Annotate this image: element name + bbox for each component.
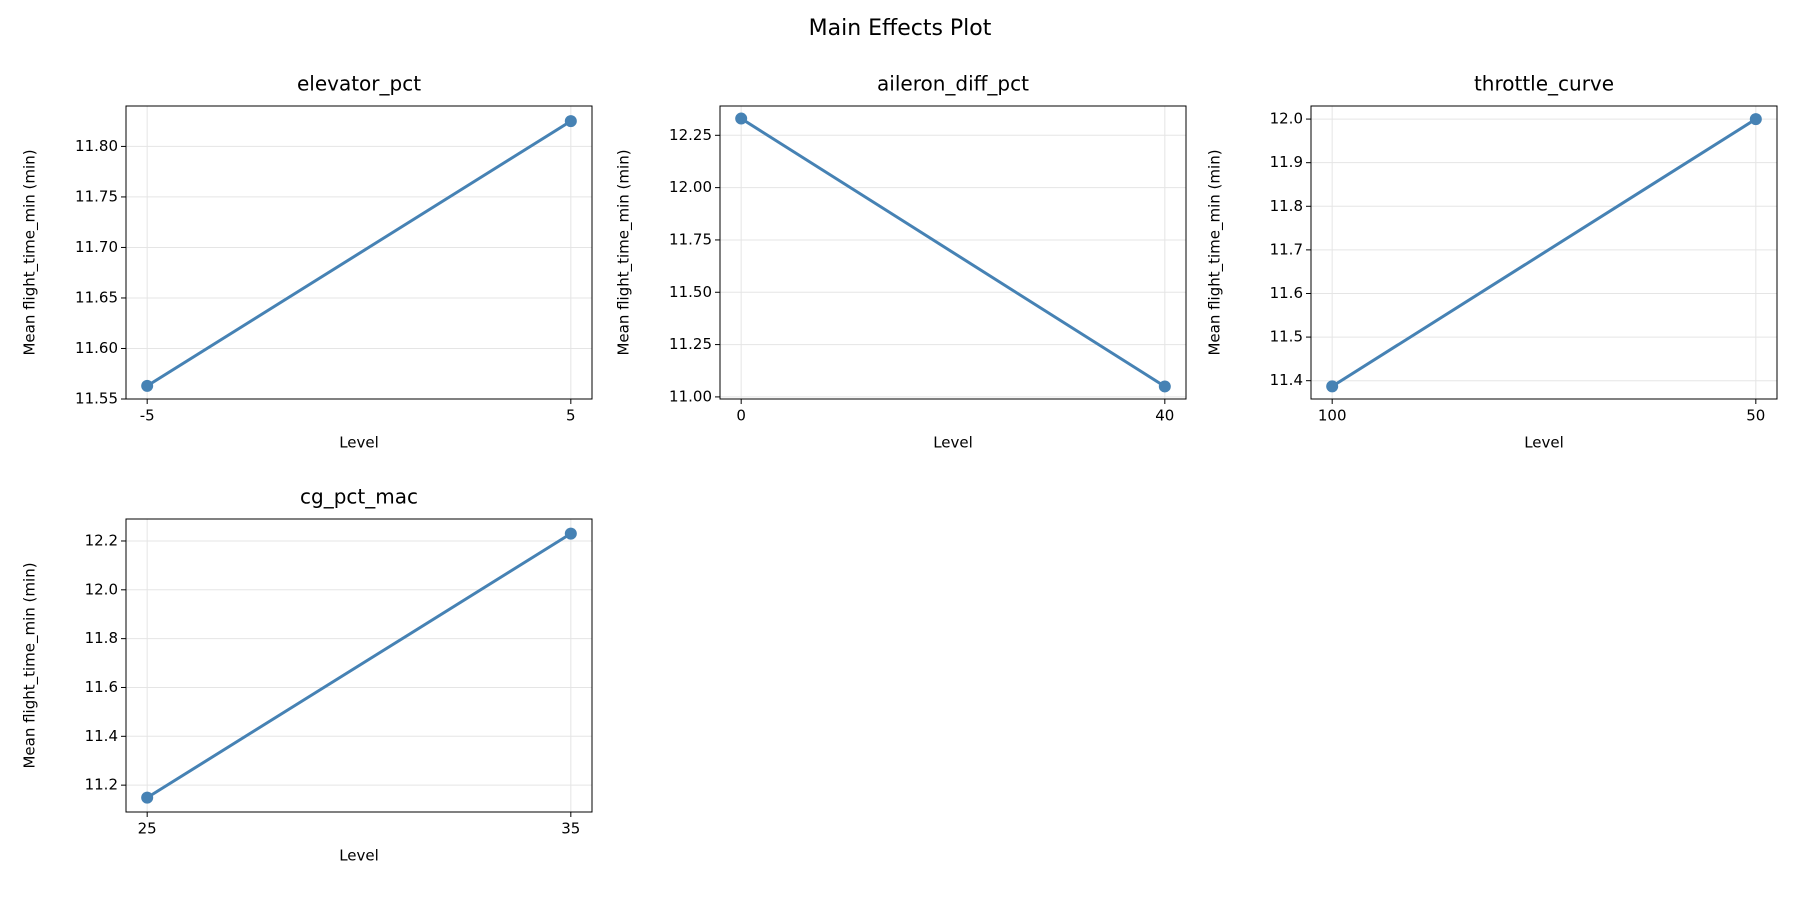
line [1331, 117, 1757, 388]
point [141, 791, 154, 804]
x-tick-label: -5 [140, 407, 155, 425]
y-tick-label: 12.00 [669, 178, 712, 196]
y-tick-label: 11.25 [669, 335, 712, 353]
point [735, 112, 748, 125]
y-tick-label: 11.8 [1270, 197, 1303, 215]
line [146, 532, 572, 799]
y-tick-label: 11.75 [669, 230, 712, 248]
y-tick-label: 11.60 [75, 339, 118, 357]
subplot-title: throttle_curve [1474, 72, 1614, 96]
x-tick-label: 25 [138, 820, 157, 838]
y-tick-label: 11.80 [75, 137, 118, 155]
point [564, 115, 577, 128]
figure-title: Main Effects Plot [809, 16, 992, 41]
y-tick-label: 12.0 [1270, 110, 1303, 128]
point [1326, 380, 1339, 393]
point [1158, 380, 1171, 393]
y-tick-label: 11.6 [1270, 284, 1303, 302]
y-axis-label: Mean flight_time_min (min) [21, 562, 40, 768]
y-tick-label: 11.4 [1270, 371, 1303, 389]
point [141, 379, 154, 392]
x-axis-label: Level [933, 434, 973, 452]
subplot-title: elevator_pct [297, 72, 421, 96]
y-tick-label: 11.50 [669, 283, 712, 301]
x-tick-label: 100 [1318, 407, 1347, 425]
y-axis-label: Mean flight_time_min (min) [615, 149, 634, 355]
y-tick-label: 11.9 [1270, 153, 1303, 171]
x-axis-label: Level [339, 847, 379, 865]
subplot-title: cg_pct_mac [300, 485, 418, 509]
plot-frame [125, 518, 593, 813]
x-tick-label: 5 [566, 407, 576, 425]
y-axis-label: Mean flight_time_min (min) [1206, 149, 1225, 355]
y-tick-label: 11.75 [75, 187, 118, 205]
y-tick-label: 11.65 [75, 288, 118, 306]
y-tick-label: 11.8 [85, 629, 118, 647]
x-tick-label: 50 [1746, 407, 1765, 425]
y-axis-label: Mean flight_time_min (min) [21, 149, 40, 355]
x-axis-label: Level [1524, 434, 1564, 452]
y-tick-label: 11.00 [669, 387, 712, 405]
subplot-title: aileron_diff_pct [877, 72, 1029, 96]
y-tick-label: 11.4 [85, 727, 118, 745]
y-tick-label: 11.7 [1270, 240, 1303, 258]
point [564, 527, 577, 540]
y-tick-label: 11.5 [1270, 328, 1303, 346]
y-tick-label: 11.2 [85, 776, 118, 794]
point [1749, 113, 1762, 126]
plot-frame [1310, 105, 1778, 400]
y-tick-label: 12.0 [85, 580, 118, 598]
plot-frame [125, 105, 593, 400]
y-tick-label: 11.55 [75, 390, 118, 408]
line [740, 117, 1166, 388]
plot-frame [719, 105, 1187, 400]
x-tick-label: 0 [736, 407, 746, 425]
x-axis-label: Level [339, 434, 379, 452]
y-tick-label: 12.2 [85, 531, 118, 549]
x-tick-label: 40 [1155, 407, 1174, 425]
line [146, 119, 572, 388]
y-tick-label: 12.25 [669, 126, 712, 144]
y-tick-label: 11.70 [75, 238, 118, 256]
y-tick-label: 11.6 [85, 678, 118, 696]
x-tick-label: 35 [561, 820, 580, 838]
